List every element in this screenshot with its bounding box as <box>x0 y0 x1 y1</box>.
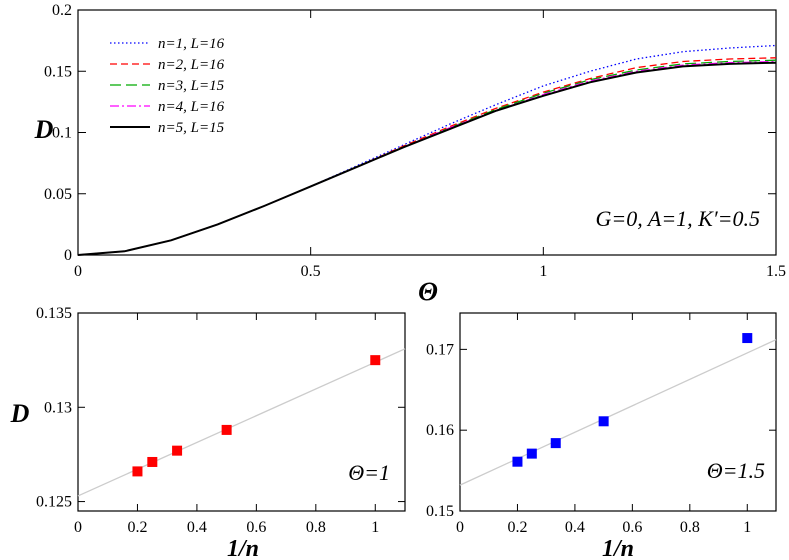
theta1-x-tick-label: 0.2 <box>127 519 147 536</box>
theta1-data-point <box>221 424 232 435</box>
main-annotation: G=0, A=1, K′=0.5 <box>596 206 760 231</box>
theta1-y-tick-label: 0.135 <box>36 305 72 322</box>
legend-label-n5: n=5, L=15 <box>158 120 225 136</box>
theta15-data-point <box>550 438 561 449</box>
main-chart: 0 0.5 1 1.5 0 0.05 0.1 0.15 0.2 n=1, L=16 n=2, L=… <box>34 2 786 306</box>
main-series <box>77 44 777 256</box>
legend-label-n1: n=1, L=16 <box>158 36 225 52</box>
theta1-plot-frame <box>77 312 406 512</box>
theta15-y-tick-label: 0.15 <box>426 503 454 520</box>
theta1-data-point <box>172 445 183 456</box>
theta15-x-tick-label: 0.4 <box>565 519 585 536</box>
theta1-data-point <box>370 355 381 366</box>
legend-label-n4: n=4, L=16 <box>158 99 225 115</box>
theta1-x-tick-label: 0.6 <box>246 519 266 536</box>
legend-label-n3: n=3, L=15 <box>158 78 225 94</box>
theta15-data-point <box>598 416 609 427</box>
theta1-series <box>77 348 406 497</box>
main-x-tick-label: 0.5 <box>301 263 321 280</box>
main-y-tick-label: 0.15 <box>44 63 72 80</box>
main-ticks: 0 0.5 1 1.5 0 0.05 0.1 0.15 0.2 <box>44 2 786 280</box>
main-y-axis-label: D <box>34 115 54 144</box>
main-x-tick-label: 1 <box>539 263 547 280</box>
theta15-x-tick-label: 1 <box>743 519 751 536</box>
theta15-y-tick-label: 0.17 <box>426 341 454 358</box>
theta15-y-tick-label: 0.16 <box>426 422 454 439</box>
main-x-axis-label: Θ <box>418 277 438 306</box>
main-y-tick-label: 0 <box>64 247 72 264</box>
main-y-tick-label: 0.05 <box>44 186 72 203</box>
main-legend: n=1, L=16 n=2, L=16 n=3, L=15 n=4, L=16 n=5,… <box>110 36 225 136</box>
theta15-data-point <box>512 456 523 467</box>
theta1-x-tick-label: 0.4 <box>187 519 207 536</box>
theta1-chart: 0 0.2 0.4 0.6 0.8 1 0.125 0.13 0.135 Θ=1 1/n D <box>10 305 406 560</box>
theta15-ticks: 0 0.2 0.4 0.6 0.8 1 0.15 0.16 0.17 <box>426 313 776 536</box>
theta15-data-point <box>526 448 537 459</box>
theta15-series <box>459 333 777 486</box>
theta15-x-tick-label: 0.2 <box>507 519 527 536</box>
theta15-x-tick-label: 0 <box>456 519 464 536</box>
main-y-tick-label: 0.1 <box>52 125 72 142</box>
theta1-data-point <box>132 466 143 477</box>
legend-label-n2: n=2, L=16 <box>158 57 225 73</box>
theta15-annotation: Θ=1.5 <box>707 458 765 483</box>
main-y-tick-label: 0.2 <box>52 2 72 19</box>
theta1-annotation: Θ=1 <box>348 460 390 485</box>
series-line-n5 <box>77 61 777 256</box>
theta1-data-point <box>147 456 158 467</box>
main-x-tick-label: 1.5 <box>766 263 786 280</box>
main-x-tick-label: 0 <box>74 263 82 280</box>
theta1-y-tick-label: 0.125 <box>36 494 72 511</box>
theta15-plot-frame <box>459 312 777 512</box>
theta15-data-point <box>742 333 753 344</box>
theta15-chart: 0 0.2 0.4 0.6 0.8 1 0.15 0.16 0.17 Θ=1.5 1/n <box>426 312 777 560</box>
theta15-x-tick-label: 0.6 <box>622 519 642 536</box>
theta1-x-tick-label: 1 <box>371 519 379 536</box>
theta1-x-tick-label: 0 <box>74 519 82 536</box>
theta1-x-tick-label: 0.8 <box>306 519 326 536</box>
theta1-y-axis-label: D <box>10 399 30 428</box>
theta15-x-tick-label: 0.8 <box>680 519 700 536</box>
theta1-ticks: 0 0.2 0.4 0.6 0.8 1 0.125 0.13 0.135 <box>36 305 405 536</box>
theta1-y-tick-label: 0.13 <box>44 399 72 416</box>
theta15-x-axis-label: 1/n <box>602 536 634 560</box>
theta1-x-axis-label: 1/n <box>227 536 259 560</box>
